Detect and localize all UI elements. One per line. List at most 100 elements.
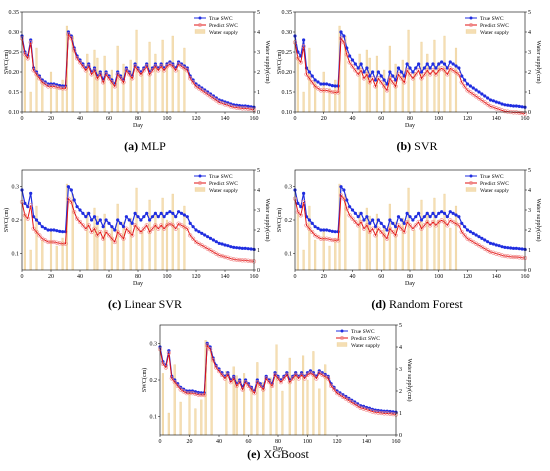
predict-swc-point: [243, 258, 248, 263]
true-swc-point: [402, 221, 406, 225]
water-supply-bar: [322, 229, 325, 271]
chart-panel-5: 0 20 40 60 80 100 120 140 160 0.1 0.2 0.3 0 1 2 3 4 5 Day S…: [141, 323, 413, 461]
predict-swc-point: [141, 68, 146, 73]
water-supply-bar: [165, 61, 169, 113]
true-swc-point: [376, 70, 380, 74]
true-swc-point: [49, 228, 53, 232]
predict-swc-point: [502, 253, 507, 259]
predict-swc-point: [456, 223, 461, 228]
predict-swc-point: [367, 229, 372, 235]
water-supply-bar: [110, 227, 113, 271]
predict-swc-point: [284, 372, 289, 377]
predict-swc-point: [188, 76, 193, 81]
x-tick-label: 120: [463, 274, 472, 280]
water-supply-bar: [449, 227, 452, 271]
caption-model-name: Random Forest: [389, 297, 463, 311]
true-swc-point: [185, 215, 189, 219]
predict-swc-point: [95, 76, 100, 81]
true-swc-point: [511, 104, 516, 108]
predict-swc-point: [293, 372, 298, 377]
true-swc-point: [191, 225, 195, 229]
water-supply-bar: [161, 39, 164, 113]
water-supply-bar: [49, 229, 53, 271]
legend-water-supply-swatch: [336, 342, 348, 347]
predict-swc-point: [419, 226, 424, 231]
predict-swc-point: [456, 72, 461, 77]
predict-swc-point: [317, 370, 322, 376]
predict-swc-point: [327, 237, 332, 242]
true-swc-point: [471, 86, 475, 90]
y2-tick-label: 4: [257, 188, 260, 194]
true-swc-point: [474, 233, 478, 237]
predict-swc-point: [51, 239, 57, 245]
true-swc-point: [411, 70, 415, 74]
water-supply-bar: [129, 217, 132, 271]
predict-swc-point: [327, 89, 332, 94]
true-swc-point: [414, 215, 418, 219]
true-swc-point: [162, 215, 166, 219]
predict-swc-point: [407, 72, 413, 77]
true-swc-point: [442, 211, 447, 215]
true-swc-point: [468, 84, 472, 88]
true-swc-point: [319, 228, 323, 232]
true-swc-point: [506, 246, 510, 250]
y-axis-label: SWC(cm): [276, 50, 283, 74]
predict-swc-point: [393, 233, 398, 238]
predict-swc-point: [153, 223, 158, 228]
predict-swc-point: [124, 226, 129, 231]
predict-swc-point: [310, 80, 315, 85]
predict-swc-point: [147, 229, 152, 235]
predict-swc-point: [115, 72, 120, 77]
x-tick-label: 0: [294, 274, 297, 280]
true-swc-point: [95, 221, 99, 225]
legend-true-swc-label: True SWC: [209, 174, 233, 180]
predict-swc-point: [141, 226, 146, 231]
predict-swc-point: [350, 216, 355, 221]
predict-swc-point: [347, 213, 352, 218]
legend-true-swc-label: True SWC: [209, 16, 233, 22]
predict-swc-point: [54, 240, 59, 245]
true-swc-point: [348, 205, 352, 209]
predict-swc-point: [459, 229, 464, 235]
predict-swc-point: [98, 229, 103, 235]
true-swc-point: [385, 228, 389, 232]
true-swc-point: [468, 230, 472, 234]
x-tick-label: 20: [48, 116, 54, 122]
water-supply-bar: [179, 401, 182, 436]
predict-swc-point: [150, 226, 155, 231]
true-swc-point: [316, 226, 320, 230]
true-swc-point: [362, 70, 366, 74]
predict-swc-point: [514, 254, 519, 260]
caption-letter: (e): [247, 447, 263, 461]
true-swc-point: [177, 210, 181, 214]
true-swc-point: [116, 218, 120, 222]
predict-swc-point: [66, 32, 71, 37]
predict-swc-point: [468, 90, 473, 95]
true-swc-point: [330, 84, 334, 88]
x-tick-label: 0: [21, 274, 24, 280]
legend-predict-swc-marker: [198, 23, 202, 27]
predict-swc-point: [396, 223, 401, 228]
true-swc-point: [428, 66, 432, 70]
predict-swc-point: [313, 84, 318, 89]
predict-swc-point: [199, 88, 204, 93]
predict-swc-point: [69, 199, 74, 205]
predict-swc-point: [410, 76, 415, 81]
x-tick-label: 0: [159, 439, 162, 445]
predict-swc-point: [382, 84, 387, 89]
y2-tick-label: 5: [257, 168, 260, 174]
predict-swc-point: [336, 238, 341, 243]
true-swc-point: [327, 229, 332, 233]
predict-swc-point: [321, 88, 326, 93]
true-swc-point: [411, 218, 415, 222]
x-tick-label: 140: [221, 274, 230, 280]
predict-swc-point: [101, 80, 106, 85]
y-tick-label: 0.1: [12, 251, 20, 257]
true-swc-point: [229, 245, 233, 249]
water-supply-bar: [141, 229, 144, 271]
predict-swc-point: [240, 106, 245, 111]
y-tick-label: 0.10: [9, 110, 20, 116]
true-swc-point: [156, 215, 160, 219]
true-swc-point: [168, 210, 172, 214]
